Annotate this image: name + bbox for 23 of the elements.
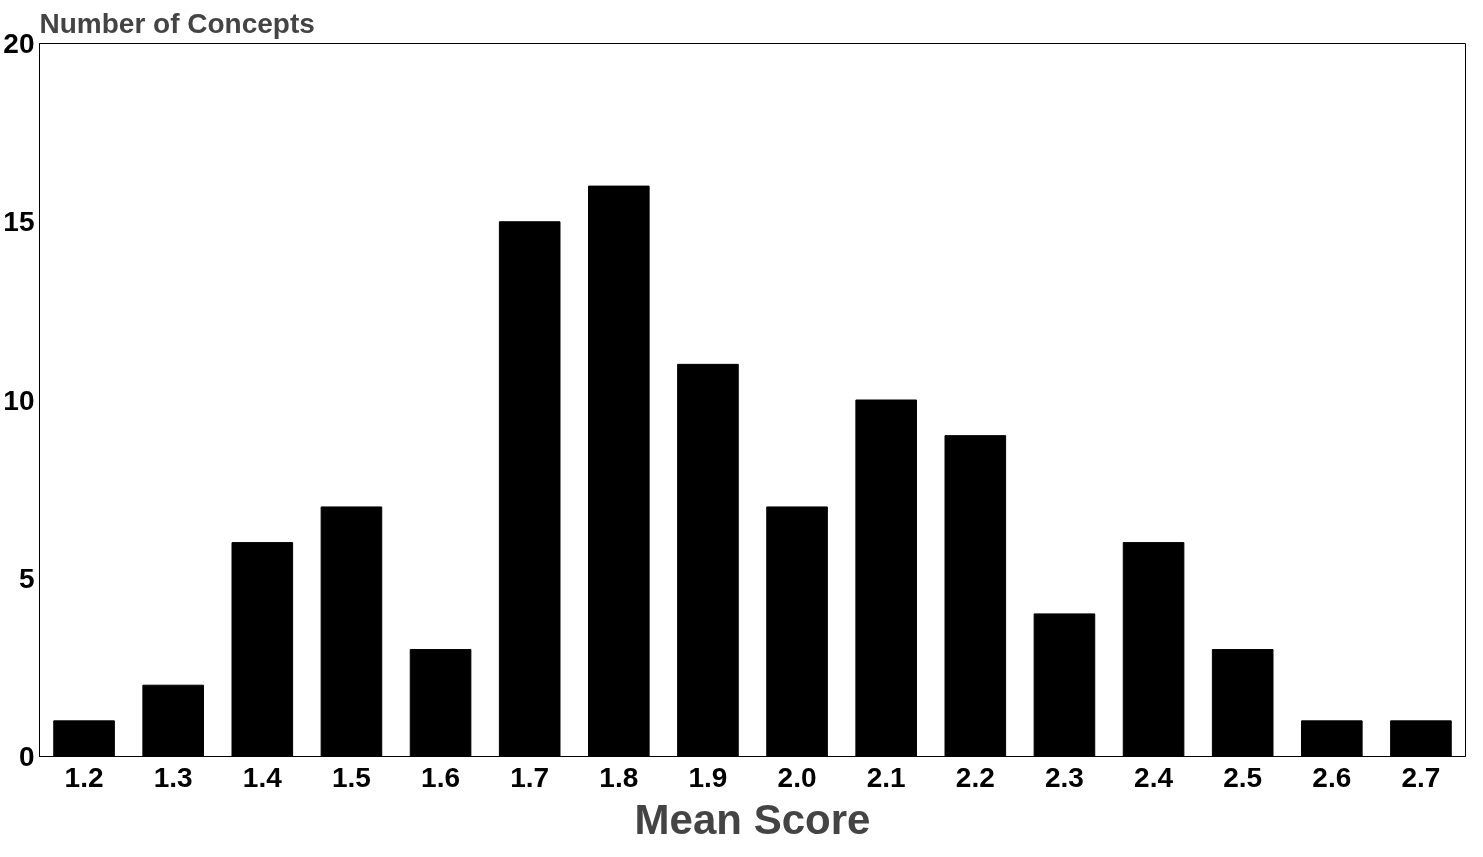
x-tick-label: 2.1 xyxy=(866,761,906,793)
x-tick-label: 2.5 xyxy=(1223,761,1263,793)
x-tick-label: 1.8 xyxy=(599,761,639,793)
y-tick-label: 15 xyxy=(3,206,35,238)
x-tick-label: 1.6 xyxy=(421,761,461,793)
x-tick-label: 2.0 xyxy=(777,761,817,793)
y-tick-label: 0 xyxy=(18,741,35,772)
x-tick-label: 1.3 xyxy=(153,761,193,793)
x-tick-label: 2.4 xyxy=(1134,761,1174,793)
y-tick-label: 20 xyxy=(3,28,35,59)
x-tick-label: 1.4 xyxy=(242,761,283,793)
x-axis-title: Mean Score xyxy=(634,795,871,843)
x-tick-label: 1.9 xyxy=(688,761,728,793)
y-tick-label: 5 xyxy=(18,562,35,594)
x-tick-label: 2.7 xyxy=(1401,761,1441,793)
x-tick-label: 1.7 xyxy=(510,761,550,793)
x-tick-label: 1.5 xyxy=(331,761,371,793)
x-tick-label: 1.2 xyxy=(64,761,104,793)
x-tick-label: 2.6 xyxy=(1312,761,1352,793)
x-tick-label: 2.2 xyxy=(955,761,995,793)
x-tick-label: 2.3 xyxy=(1044,761,1084,793)
y-tick-label: 10 xyxy=(3,384,35,416)
y-axis-title: Number of Concepts xyxy=(39,7,315,39)
